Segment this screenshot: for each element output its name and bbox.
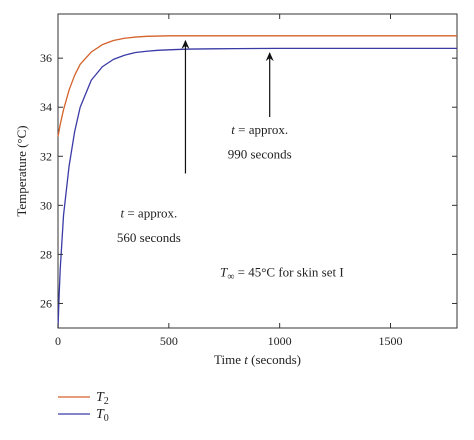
legend-label-t0-sub: 0: [104, 413, 109, 424]
condition-note: T∞ = 45°C for skin set I: [220, 264, 344, 282]
x-axis-title-prefix: Time: [214, 352, 244, 367]
plot-frame: [57, 13, 458, 329]
legend-item-t2: T2: [58, 390, 109, 407]
x-tick-label: 500: [160, 334, 178, 348]
x-tick-label: 1500: [379, 334, 403, 348]
series-layer: [57, 35, 457, 329]
annotation-approx: = approx.: [124, 206, 177, 221]
annotation-line-1: t = approx.: [231, 122, 288, 137]
y-tick-label: 32: [40, 149, 52, 163]
legend-label-t0-var: T: [96, 407, 105, 422]
condition-note-var: T: [220, 264, 228, 279]
y-axis-title: Temperature (°C): [14, 125, 29, 216]
y-tick-label: 26: [40, 296, 52, 310]
y-tick-label: 34: [40, 100, 52, 114]
plot-area: [57, 13, 458, 329]
x-axis-title-suffix: (seconds): [248, 352, 301, 367]
annotation-layer: t = approx. 560 seconds t = approx. 990 sec…: [117, 39, 292, 245]
annotation-line-2: 990 seconds: [228, 147, 292, 162]
x-axis-title: Time t (seconds): [214, 352, 301, 367]
annotation-line-2: 560 seconds: [117, 230, 181, 245]
annotation-line-1: t = approx.: [120, 206, 177, 221]
legend-label-t2-sub: 2: [104, 396, 109, 407]
legend-label-t2-var: T: [96, 390, 105, 405]
condition-note-sub: ∞: [227, 271, 234, 282]
y-tick-label: 28: [40, 247, 52, 261]
condition-note-rest: = 45°C for skin set I: [234, 264, 343, 279]
legend: T2 T0: [58, 390, 109, 424]
annotation-var: t: [120, 206, 124, 221]
x-axis-title-var: t: [244, 352, 248, 367]
y-tick-label: 36: [40, 51, 52, 65]
x-tick-label: 0: [55, 334, 61, 348]
ticks-layer: 0 500 1000 1500 26 28 30 32 34 36: [40, 14, 457, 348]
series-t0-line: [57, 47, 457, 329]
annotation-approx: = approx.: [235, 122, 288, 137]
x-tick-label: 1000: [268, 334, 292, 348]
legend-label-t0: T0: [96, 407, 109, 424]
legend-item-t0: T0: [58, 407, 109, 424]
y-tick-label: 30: [40, 198, 52, 212]
annotation-var: t: [231, 122, 235, 137]
legend-label-t2: T2: [96, 390, 109, 407]
series-t2-line: [57, 35, 457, 137]
